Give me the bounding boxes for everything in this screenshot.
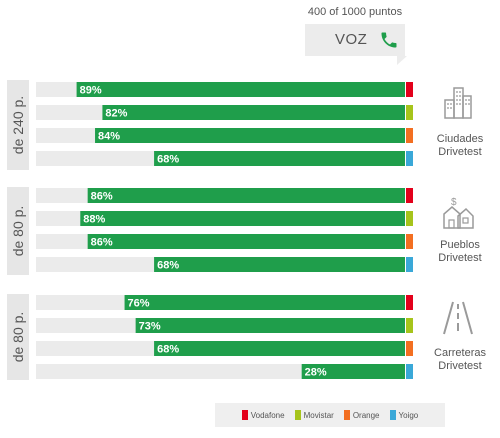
category-line: Ciudades: [436, 133, 484, 145]
data-label: 82%: [105, 108, 127, 120]
data-label: 89%: [80, 85, 102, 97]
voz-badge: VOZ: [305, 24, 407, 65]
operator-marker: [406, 257, 413, 272]
data-label: 73%: [139, 321, 161, 333]
operator-marker: [406, 151, 413, 166]
data-label: 76%: [128, 298, 150, 310]
legend-swatch: [241, 410, 248, 420]
legend-label: Movistar: [303, 410, 334, 420]
group-tab-pueblos: de 80 p.: [7, 187, 29, 275]
data-label: 86%: [91, 237, 113, 249]
phone-icon: [381, 32, 397, 48]
city-buildings-icon: [444, 87, 472, 119]
bar: [76, 82, 405, 97]
bar: [102, 105, 406, 120]
data-label: 28%: [305, 367, 327, 379]
legend-label: Orange: [352, 410, 380, 420]
bar: [87, 234, 405, 249]
legend-item-movistar: Movistar: [294, 410, 334, 420]
operator-marker: [406, 341, 413, 356]
group-tab-carreteras: de 80 p.: [7, 294, 29, 380]
category-label-ciudades: Ciudades Drivetest: [420, 133, 500, 159]
bar: [154, 341, 405, 356]
category-label-carreteras: Carreteras Drivetest: [420, 347, 500, 373]
operator-marker: [406, 105, 413, 120]
legend-label: Yoigo: [398, 410, 419, 420]
operator-marker: [406, 188, 413, 203]
category-label-pueblos: Pueblos Drivetest: [420, 239, 500, 265]
data-label: 84%: [98, 131, 120, 143]
data-label: 88%: [83, 214, 105, 226]
bar: [301, 364, 405, 379]
svg-text:$: $: [451, 197, 457, 208]
category-line: Drivetest: [438, 360, 482, 372]
group-tab-ciudades: de 240 p.: [7, 80, 29, 170]
bar: [154, 151, 405, 166]
bar: [135, 318, 405, 333]
data-label: 68%: [157, 260, 179, 272]
category-line: Drivetest: [438, 146, 482, 158]
category-line: Carreteras: [434, 347, 486, 359]
operator-marker: [406, 128, 413, 143]
legend-swatch: [343, 410, 350, 420]
data-label: 68%: [157, 344, 179, 356]
data-label: 68%: [157, 154, 179, 166]
legend: Vodafone Movistar Orange Yoigo: [215, 403, 445, 427]
town-houses-icon: $: [443, 197, 474, 229]
header-caption: 400 of 1000 puntos: [307, 6, 403, 18]
category-line: Drivetest: [438, 252, 482, 264]
bar: [95, 128, 405, 143]
bar: [124, 295, 405, 310]
operator-marker: [406, 295, 413, 310]
legend-item-yoigo: Yoigo: [389, 410, 419, 420]
legend-swatch: [294, 410, 301, 420]
road-icon: [443, 301, 473, 335]
operator-marker: [406, 211, 413, 226]
legend-item-orange: Orange: [343, 410, 380, 420]
data-label: 86%: [91, 191, 113, 203]
bar: [87, 188, 405, 203]
legend-item-vodafone: Vodafone: [241, 410, 285, 420]
category-line: Pueblos: [440, 239, 480, 251]
voz-title: VOZ: [335, 31, 368, 48]
operator-marker: [406, 82, 413, 97]
legend-label: Vodafone: [250, 410, 285, 420]
operator-marker: [406, 364, 413, 379]
operator-marker: [406, 318, 413, 333]
operator-marker: [406, 234, 413, 249]
legend-swatch: [389, 410, 396, 420]
bar: [154, 257, 405, 272]
bar: [80, 211, 405, 226]
